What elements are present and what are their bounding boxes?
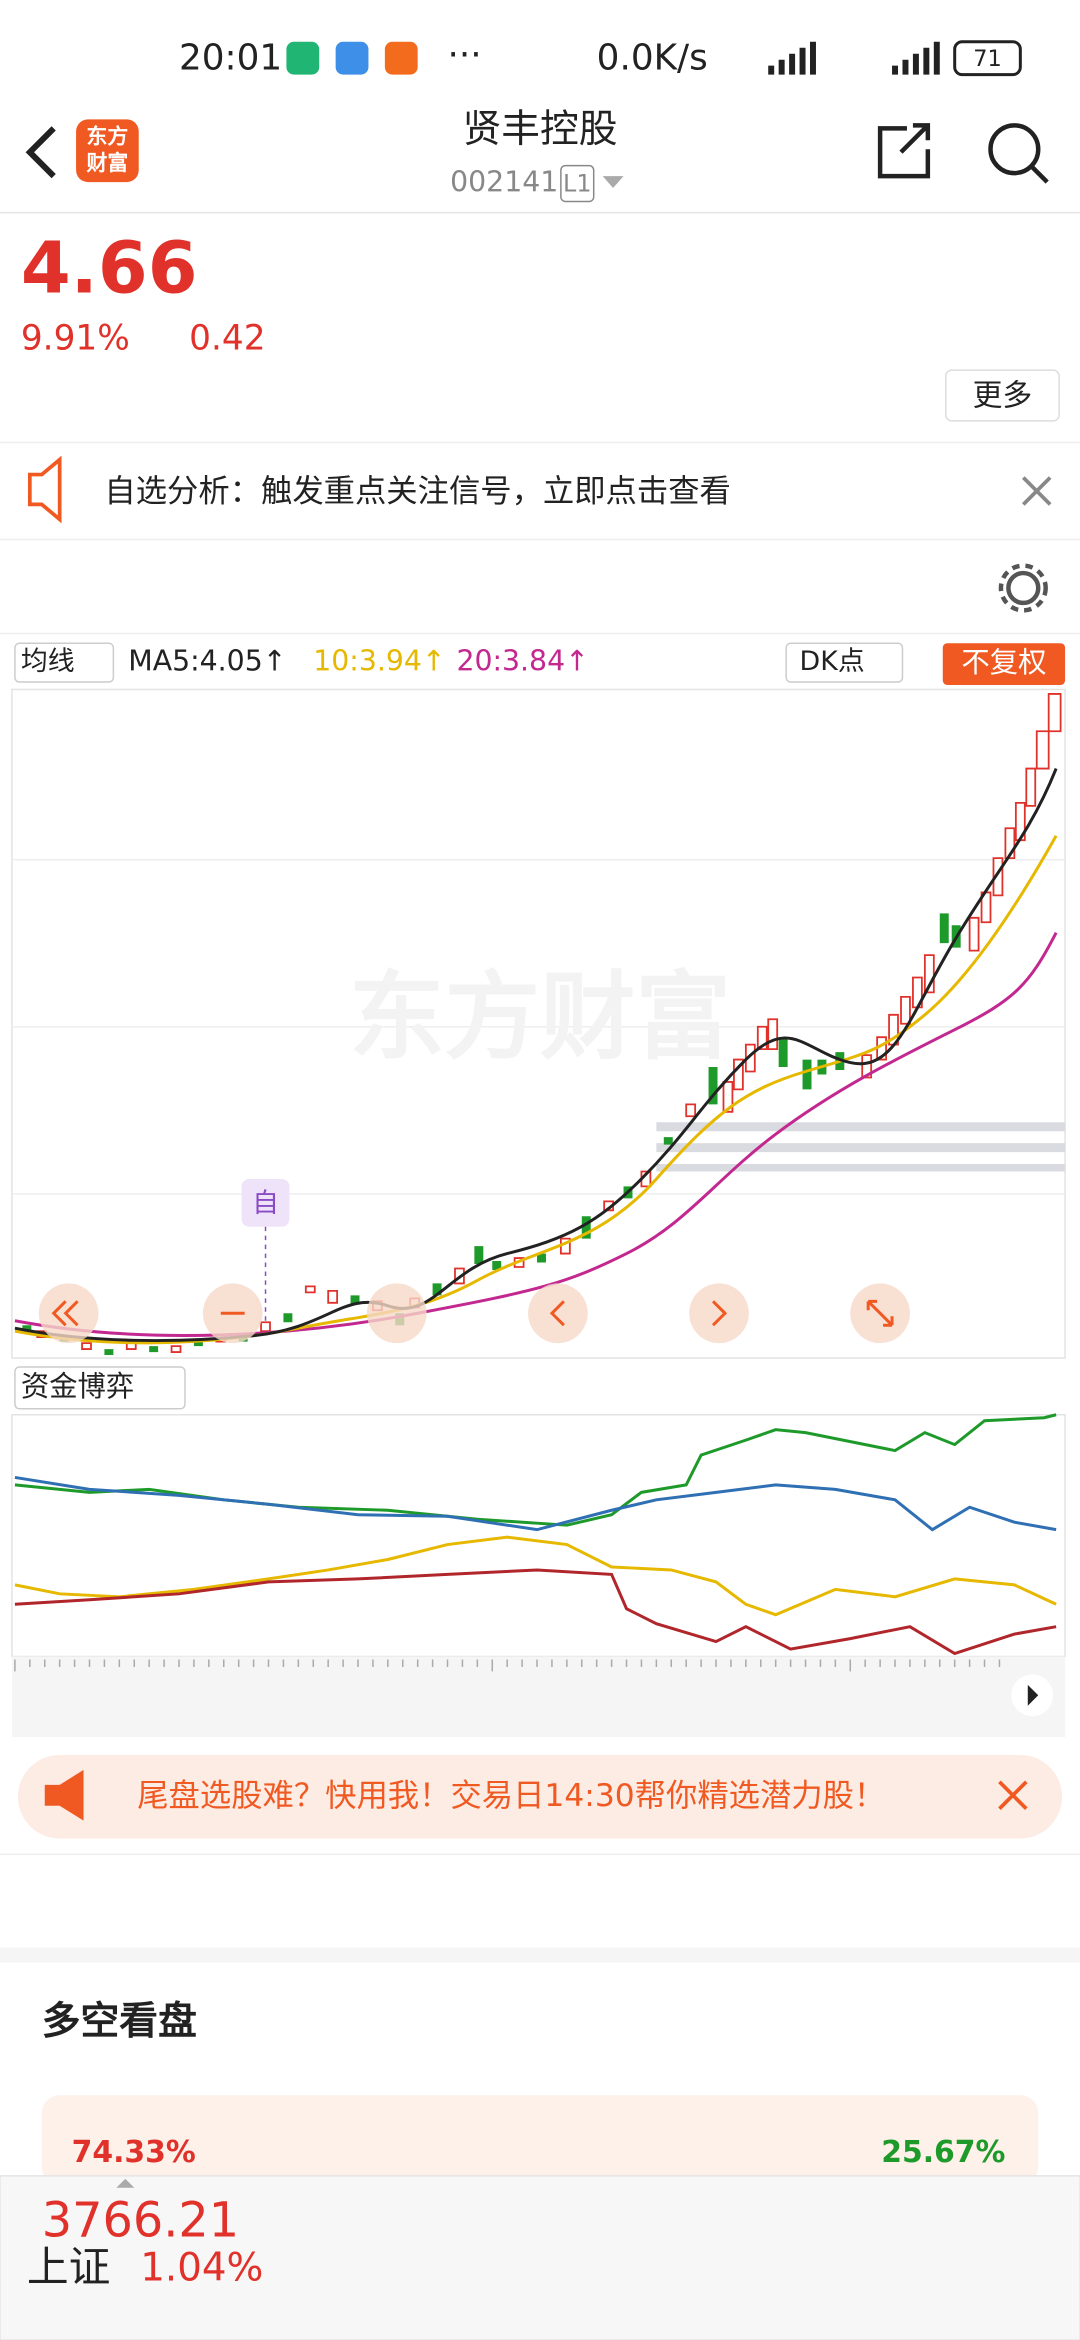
divider bbox=[0, 211, 1080, 214]
ma5: MA5:4.05↑ bbox=[128, 645, 286, 678]
battery-icon bbox=[953, 40, 1022, 77]
adjust-button[interactable] bbox=[942, 643, 1066, 685]
marker-text: 自 bbox=[252, 1188, 279, 1219]
dk-text: DK点 bbox=[800, 646, 865, 677]
super-line bbox=[14, 1568, 1057, 1656]
status-more: ··· bbox=[448, 35, 482, 76]
level-badge bbox=[560, 164, 595, 203]
index-change: 1.04% bbox=[140, 2245, 263, 2290]
close-alert[interactable] bbox=[1021, 476, 1052, 506]
time-ticks bbox=[14, 1659, 1001, 1672]
ma5-line bbox=[14, 768, 1058, 1343]
stock-code: 002141 bbox=[450, 166, 558, 199]
nav-zoom-in[interactable] bbox=[366, 1283, 427, 1344]
divider bbox=[0, 1947, 1080, 1963]
logo bbox=[76, 119, 139, 183]
nav-icons bbox=[51, 1299, 894, 1327]
large-line bbox=[14, 1535, 1057, 1617]
signal-icon bbox=[768, 41, 940, 75]
chip-bands bbox=[656, 1122, 1066, 1172]
promo-close[interactable] bbox=[998, 1780, 1028, 1811]
ma-selector[interactable] bbox=[14, 642, 115, 683]
search-handle bbox=[1030, 165, 1049, 184]
ma-selector-text: 均线 bbox=[21, 646, 75, 677]
divider bbox=[0, 538, 1080, 541]
index-value[interactable]: 3766.21 bbox=[42, 2194, 239, 2249]
status-icon bbox=[384, 41, 418, 75]
medium-line bbox=[14, 1475, 1057, 1532]
bull-pct: 74.33% bbox=[72, 2135, 196, 2170]
scroll-arrow bbox=[1027, 1684, 1039, 1706]
back-button[interactable] bbox=[25, 126, 56, 179]
logo-text: 东方 bbox=[87, 124, 129, 148]
section-title: 多空看盘 bbox=[42, 1999, 197, 2044]
status-icon bbox=[335, 41, 369, 75]
index-name: 上证 bbox=[27, 2242, 111, 2291]
bottom-bar bbox=[0, 2175, 1080, 2340]
battery-level: 71 bbox=[973, 46, 1001, 72]
dk-button[interactable] bbox=[785, 642, 904, 683]
timeline bbox=[11, 1656, 1066, 1738]
nav-first[interactable] bbox=[38, 1283, 99, 1344]
network-speed: 0.0K/s bbox=[597, 38, 708, 79]
level-text: L1 bbox=[563, 170, 591, 198]
alert-text[interactable]: 自选分析：触发重点关注信号，立即点击查看 bbox=[104, 473, 730, 509]
status-time: 20:01 bbox=[179, 38, 282, 79]
speaker-icon bbox=[27, 455, 62, 524]
dropdown-caret[interactable] bbox=[602, 176, 624, 189]
ma20: 20:3.84↑ bbox=[456, 645, 588, 678]
settings-button[interactable] bbox=[1006, 570, 1041, 606]
promo-text: 尾盘选股难？快用我！交易日14:30帮你精选潜力股！ bbox=[137, 1778, 885, 1814]
promo-banner[interactable] bbox=[17, 1755, 1063, 1839]
adjust-text: 不复权 bbox=[961, 646, 1046, 679]
divider bbox=[0, 1853, 1080, 1855]
price: 4.66 bbox=[21, 227, 198, 310]
change-pct: 9.91% bbox=[21, 319, 130, 359]
settings-gear bbox=[998, 563, 1048, 613]
change: 0.42 bbox=[189, 319, 265, 359]
indicator-selector-text: 资金博弈 bbox=[21, 1370, 134, 1403]
share-button[interactable] bbox=[877, 123, 931, 179]
nav-next[interactable] bbox=[689, 1283, 749, 1344]
divider bbox=[0, 441, 1080, 444]
watermark: 东方财富 bbox=[349, 961, 731, 1073]
more-text: 更多 bbox=[973, 378, 1033, 413]
logo-text: 财富 bbox=[87, 151, 129, 175]
divider bbox=[0, 632, 1080, 635]
stock-name: 贤丰控股 bbox=[462, 107, 617, 152]
more-button[interactable] bbox=[945, 369, 1060, 422]
indicator-selector[interactable] bbox=[14, 1366, 186, 1410]
bear-pct: 25.67% bbox=[881, 2135, 1005, 2170]
ma10: 10:3.94↑ bbox=[313, 645, 445, 678]
bull-bear-card bbox=[41, 2095, 1039, 2185]
indicator-frame bbox=[11, 1413, 1066, 1658]
promo-icon bbox=[44, 1769, 84, 1821]
expand-caret[interactable] bbox=[116, 2178, 135, 2188]
search-button[interactable] bbox=[988, 123, 1041, 176]
marker-badge[interactable] bbox=[241, 1178, 290, 1227]
status-icon bbox=[286, 41, 320, 75]
nav-prev[interactable] bbox=[528, 1283, 588, 1344]
